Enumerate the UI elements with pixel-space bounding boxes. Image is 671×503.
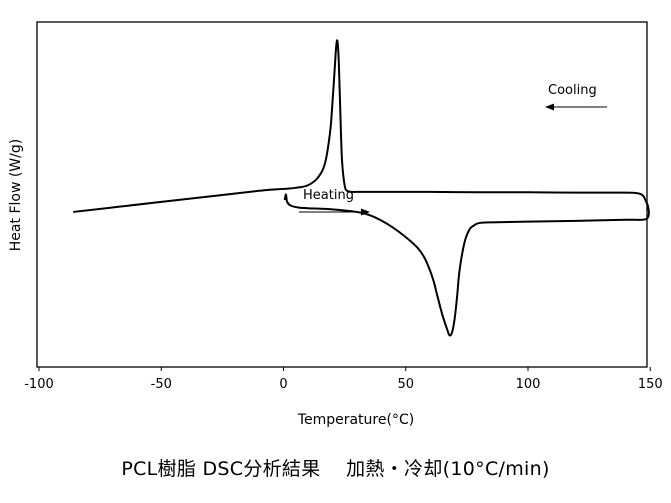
x-tick-label: 50: [397, 377, 414, 392]
x-axis-title: Temperature(°C): [297, 412, 414, 428]
figure-caption: PCL樹脂 DSC分析結果 加熱・冷却(10°C/min): [121, 458, 550, 480]
heating-label: Heating: [303, 188, 354, 203]
x-tick-label: -100: [24, 377, 54, 392]
x-tick-label: 0: [279, 377, 287, 392]
heating-arrow: [299, 208, 370, 216]
dsc-curves: [73, 39, 651, 337]
x-axis-ticks: -100 -50 0 50 100 150: [24, 367, 663, 392]
dsc-chart: -100 -50 0 50 100 150 Temperature(°C) Heat Fl…: [8, 21, 663, 428]
cooling-curve: [73, 39, 651, 214]
cooling-arrow: [545, 103, 607, 111]
x-tick-label: -50: [151, 377, 172, 392]
x-tick-label: 150: [638, 377, 663, 392]
plot-frame: [36, 21, 648, 368]
cooling-label: Cooling: [548, 83, 597, 98]
x-tick-label: 100: [516, 377, 541, 392]
y-axis-title: Heat Flow (W/g): [8, 139, 24, 251]
heating-curve: [283, 193, 650, 337]
